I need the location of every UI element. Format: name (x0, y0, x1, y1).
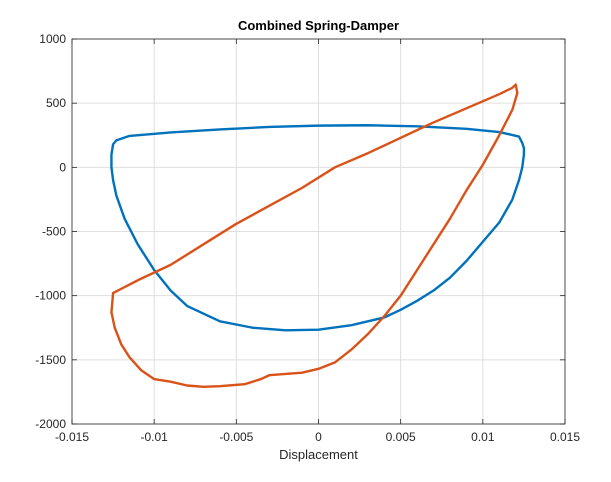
series-layer (110, 83, 526, 388)
y-tick-label: 1000 (39, 32, 66, 46)
y-tick-label: 0 (59, 160, 66, 174)
chart-title: Combined Spring-Damper (238, 18, 399, 33)
series-line-2 (110, 83, 519, 388)
x-tick-label: -0.01 (140, 430, 168, 444)
y-tick-label: -2000 (35, 417, 66, 431)
x-tick-label: -0.005 (219, 430, 253, 444)
y-tick-label: -1500 (35, 353, 66, 367)
series-line-1 (110, 124, 526, 332)
x-axis-label: Displacement (279, 447, 358, 462)
y-tick-label: 500 (46, 96, 66, 110)
ticks: -0.015 -0.01 -0.005 0 0.005 0.01 0.015 -2000 -15… (35, 32, 580, 444)
x-tick-label: 0.015 (550, 430, 580, 444)
x-tick-label: 0.01 (471, 430, 495, 444)
x-tick-label: 0.005 (386, 430, 416, 444)
x-tick-label: -0.015 (55, 430, 89, 444)
x-tick-label: 0 (315, 430, 322, 444)
y-tick-label: -500 (42, 225, 66, 239)
y-tick-label: -1000 (35, 289, 66, 303)
